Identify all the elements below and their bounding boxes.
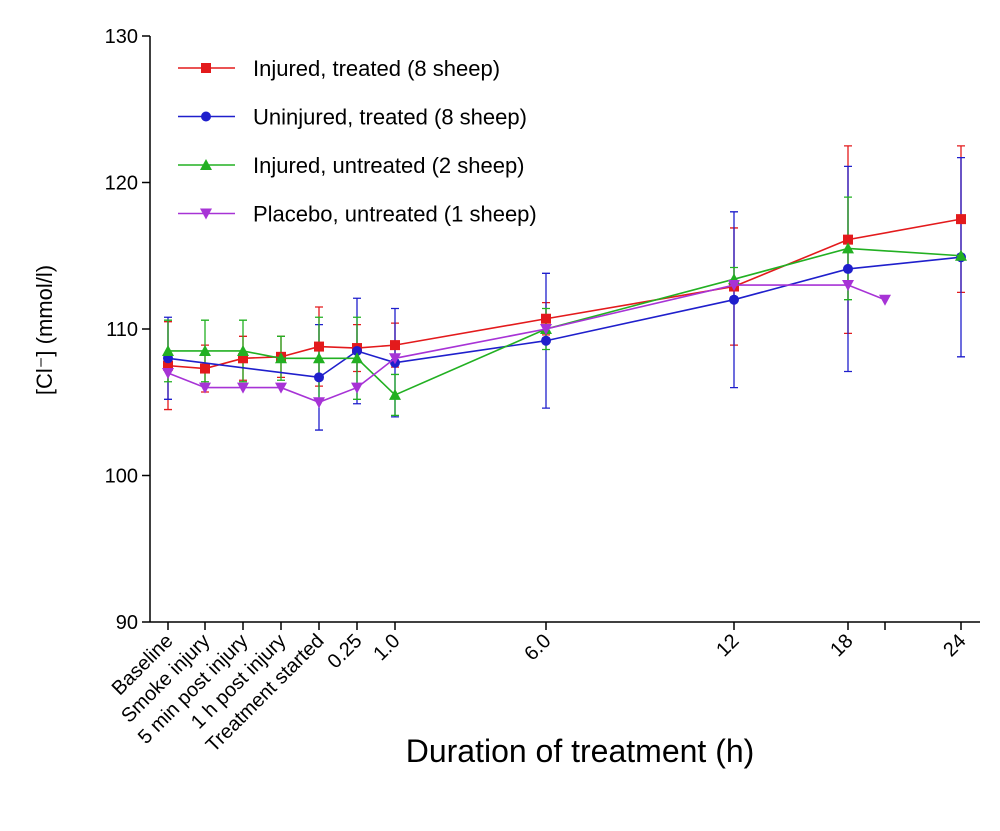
marker (351, 352, 363, 364)
y-tick-label: 90 (116, 612, 138, 634)
series-line (167, 256, 962, 379)
marker (237, 382, 249, 394)
series-line (167, 218, 962, 370)
marker (729, 294, 739, 305)
marker (540, 324, 552, 335)
x-tick-label: 1.0 (369, 630, 404, 665)
marker (728, 280, 740, 292)
marker (314, 341, 324, 352)
y-tick-label: 130 (105, 26, 138, 48)
x-axis-label: Duration of treatment (h) (406, 733, 755, 769)
legend-label: Placebo, untreated (1 sheep) (253, 202, 537, 227)
marker (200, 363, 210, 374)
marker (541, 313, 551, 324)
marker (275, 352, 287, 364)
x-tick-label: 6.0 (520, 630, 555, 665)
x-tick-label: 12 (712, 630, 743, 661)
legend-label: Injured, untreated (2 sheep) (253, 153, 525, 178)
marker (313, 352, 325, 364)
legend-marker (200, 208, 212, 220)
marker (238, 353, 248, 364)
marker (390, 340, 400, 351)
marker (163, 360, 173, 371)
marker (842, 242, 854, 254)
marker (199, 344, 211, 356)
marker (843, 234, 853, 245)
marker (879, 294, 891, 306)
marker (314, 372, 324, 383)
x-tick-label: 0.25 (323, 630, 366, 673)
y-tick-label: 120 (105, 173, 138, 195)
legend-label: Injured, treated (8 sheep) (253, 56, 500, 81)
marker (389, 353, 401, 365)
x-tick-label: 24 (939, 630, 970, 661)
marker (956, 214, 966, 225)
marker (955, 249, 967, 261)
legend-marker (201, 111, 211, 122)
y-axis-label: [Cl⁻] (mmol/l) (32, 265, 57, 395)
marker (541, 335, 551, 346)
marker (275, 382, 287, 394)
x-tick-label: 18 (826, 630, 857, 661)
y-tick-label: 110 (106, 319, 138, 341)
marker (162, 344, 174, 356)
legend-label: Uninjured, treated (8 sheep) (253, 105, 527, 130)
marker (843, 263, 853, 274)
marker (162, 367, 174, 379)
marker (313, 397, 325, 409)
marker (237, 344, 249, 356)
marker (351, 382, 363, 394)
marker (842, 280, 854, 292)
marker (389, 388, 401, 400)
legend-marker (200, 159, 212, 170)
marker (352, 345, 362, 356)
y-tick-label: 100 (105, 466, 138, 488)
legend-marker (201, 63, 211, 73)
marker (199, 382, 211, 394)
